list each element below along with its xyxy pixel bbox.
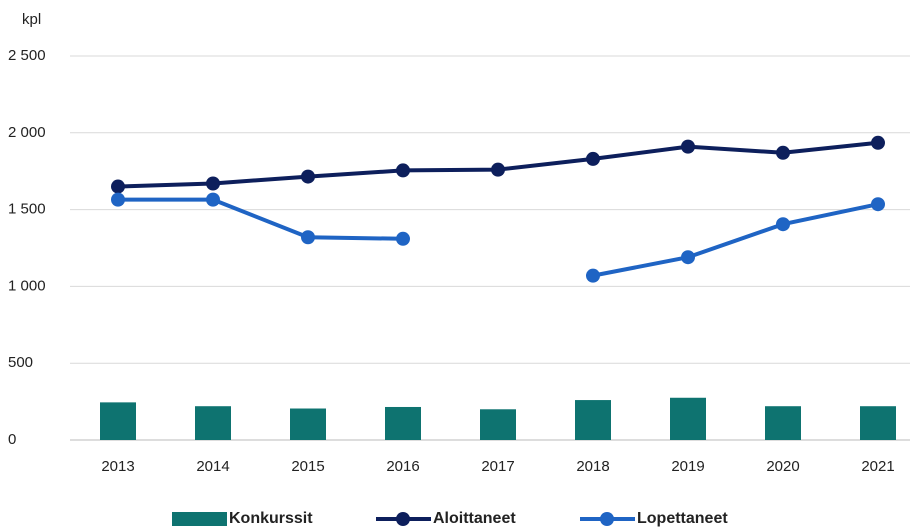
marker <box>586 151 600 166</box>
marker <box>871 197 885 212</box>
marker <box>681 139 695 154</box>
bar <box>290 408 326 440</box>
marker <box>491 162 505 177</box>
y-axis-label: kpl <box>22 11 41 28</box>
bar <box>480 409 516 440</box>
marker <box>301 230 315 245</box>
x-tick-label: 2016 <box>386 458 419 475</box>
legend-label: Konkurssit <box>229 510 313 527</box>
marker <box>871 135 885 150</box>
bar <box>195 406 231 440</box>
y-tick-label: 2 000 <box>8 124 46 141</box>
bar <box>100 402 136 440</box>
legend-label: Aloittaneet <box>433 510 516 527</box>
bar <box>765 406 801 440</box>
x-tick-label: 2015 <box>291 458 324 475</box>
x-tick-label: 2019 <box>671 458 704 475</box>
x-tick-label: 2018 <box>576 458 609 475</box>
legend-label: Lopettaneet <box>637 510 728 527</box>
marker <box>776 217 790 232</box>
bar <box>575 400 611 440</box>
legend-swatch <box>396 512 410 526</box>
x-tick-label: 2021 <box>861 458 894 475</box>
y-tick-label: 0 <box>8 431 16 448</box>
legend-swatch <box>600 512 614 526</box>
bar <box>860 406 896 440</box>
marker <box>206 176 220 191</box>
legend-swatch <box>172 512 227 526</box>
marker <box>111 192 125 207</box>
bar <box>385 406 421 440</box>
marker <box>111 179 125 194</box>
marker <box>301 169 315 184</box>
marker <box>681 250 695 265</box>
marker <box>776 145 790 160</box>
y-tick-label: 1 000 <box>8 277 46 294</box>
x-tick-label: 2020 <box>766 458 799 475</box>
marker <box>396 231 410 246</box>
y-tick-label: 2 500 <box>8 47 46 64</box>
x-tick-label: 2013 <box>101 458 134 475</box>
bar <box>670 397 706 440</box>
x-tick-label: 2014 <box>196 458 229 475</box>
line <box>118 197 879 278</box>
x-tick-label: 2017 <box>481 458 514 475</box>
marker <box>586 268 600 283</box>
y-tick-label: 500 <box>8 354 33 371</box>
y-tick-label: 1 500 <box>8 201 46 218</box>
marker <box>396 163 410 178</box>
marker <box>206 192 220 207</box>
